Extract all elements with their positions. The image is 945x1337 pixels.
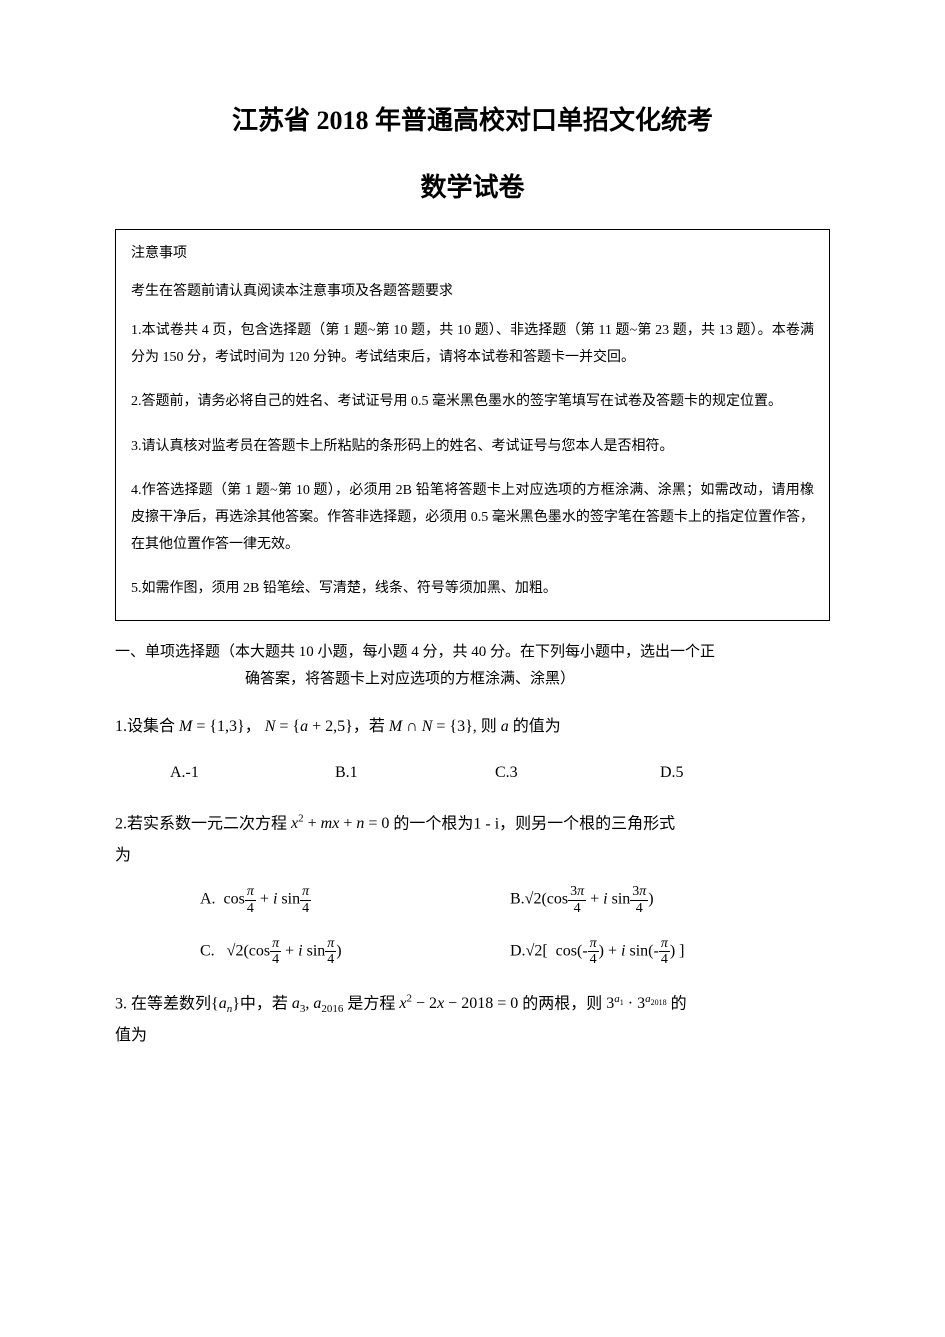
q2-math: x2 + mx + n = 0 — [291, 815, 389, 832]
q3-math1: {an} — [211, 995, 240, 1012]
notice-item-5: 5.如需作图，须用 2B 铅笔绘、写清楚，线条、符号等须加黑、加粗。 — [131, 576, 814, 603]
question-3: 3. 在等差数列{an}中，若 a3, a2016 是方程 x2 − 2x − … — [115, 988, 830, 1053]
question-1: 1.设集合 M = {1,3}， N = {a + 2,5}，若 M ∩ N =… — [115, 711, 830, 743]
q3-math2: a3, a2016 — [292, 995, 344, 1012]
q2-optA: A. cosπ4 + i sinπ4 — [200, 884, 510, 916]
question-2: 2.若实系数一元二次方程 x2 + mx + n = 0 的一个根为1 - i，… — [115, 808, 830, 872]
q2-options-row2: C. √2(cosπ4 + i sinπ4) D.√2[ cos(-π4) + … — [115, 936, 830, 968]
notice-item-1: 1.本试卷共 4 页，包含选择题（第 1 题~第 10 题，共 10 题）、非选… — [131, 318, 814, 371]
q3-prefix: 3. 在等差数列 — [115, 995, 211, 1012]
notice-box: 注意事项 考生在答题前请认真阅读本注意事项及各题答题要求 1.本试卷共 4 页，… — [115, 229, 830, 621]
sub-title: 数学试卷 — [115, 167, 830, 204]
q2-optB: B.√2(cos3π4 + i sin3π4) — [510, 884, 830, 916]
q2-prefix: 2.若实系数一元二次方程 — [115, 815, 291, 832]
notice-heading: 注意事项 — [131, 242, 814, 262]
q1-optA: A.-1 — [170, 755, 335, 790]
q2-options-row1: A. cosπ4 + i sinπ4 B.√2(cos3π4 + i sin3π… — [115, 884, 830, 916]
section-line2: 确答案，将答题卡上对应选项的方框涂满、涂黑） — [115, 666, 830, 693]
q1-math: M = {1,3}， N = {a + 2,5} — [179, 718, 353, 735]
section-heading: 一、单项选择题（本大题共 10 小题，每小题 4 分，共 40 分。在下列每小题… — [115, 639, 830, 693]
q3-suffix: 值为 — [115, 1027, 147, 1044]
q3-math4: 3a1 · 3a2018 — [606, 995, 666, 1012]
q2-optC: C. √2(cosπ4 + i sinπ4) — [200, 936, 510, 968]
q3-math3: x2 − 2x − 2018 = 0 — [399, 995, 518, 1012]
notice-item-3: 3.请认真核对监考员在答题卡上所粘贴的条形码上的姓名、考试证号与您本人是否相符。 — [131, 434, 814, 461]
q1-optB: B.1 — [335, 755, 495, 790]
notice-item-4: 4.作答选择题（第 1 题~第 10 题），必须用 2B 铅笔将答题卡上对应选项… — [131, 478, 814, 558]
section-line1: 一、单项选择题（本大题共 10 小题，每小题 4 分，共 40 分。在下列每小题… — [115, 639, 830, 666]
notice-item-2: 2.答题前，请务必将自己的姓名、考试证号用 0.5 毫米黑色墨水的签字笔填写在试… — [131, 389, 814, 416]
q1-optC: C.3 — [495, 755, 660, 790]
q2-suffix: 为 — [115, 847, 131, 864]
q1-optD: D.5 — [660, 755, 684, 790]
main-title: 江苏省 2018 年普通高校对口单招文化统考 — [115, 100, 830, 137]
q2-optD: D.√2[ cos(-π4) + i sin(-π4) ] — [510, 936, 830, 968]
notice-subheading: 考生在答题前请认真阅读本注意事项及各题答题要求 — [131, 280, 814, 300]
q1-prefix: 1.设集合 — [115, 718, 179, 735]
q1-options: A.-1 B.1 C.3 D.5 — [115, 755, 830, 790]
